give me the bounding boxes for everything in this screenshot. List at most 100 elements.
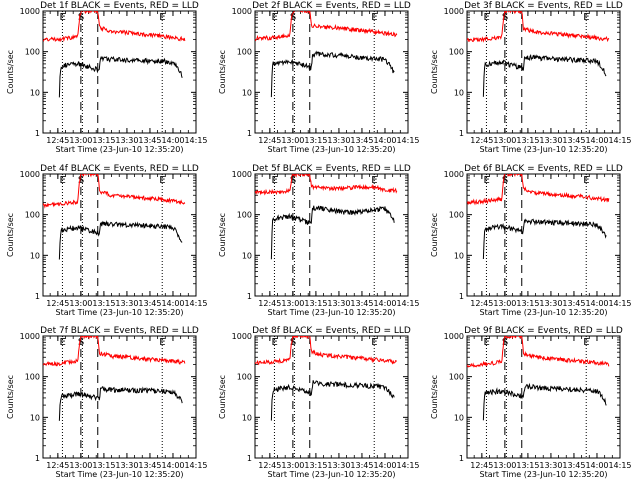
x-tick-label: 14:00 (161, 461, 184, 470)
x-tick-label: 14:15 (184, 299, 207, 308)
marker-label-S: S (290, 175, 296, 186)
y-tick-label: 10 (30, 88, 40, 97)
events-series-line (482, 54, 607, 97)
x-tick-label: 12:45 (258, 461, 281, 470)
marker-label-E: E (371, 175, 377, 186)
x-tick-label: 14:00 (373, 461, 396, 470)
y-tick-label: 1000 (232, 170, 252, 179)
x-tick-label: 13:45 (350, 299, 373, 308)
x-tick-label: 13:00 (493, 299, 516, 308)
x-axis-label: Start Time (23-Jun-10 12:35:20) (56, 145, 184, 154)
x-tick-label: 13:30 (327, 299, 350, 308)
x-tick-label: 12:45 (470, 461, 493, 470)
x-tick-label: 14:00 (373, 136, 396, 145)
x-tick-label: 14:00 (585, 461, 608, 470)
x-tick-label: 13:30 (539, 299, 562, 308)
y-tick-label: 1000 (20, 7, 40, 16)
x-tick-label: 14:00 (585, 299, 608, 308)
detector-panel-6: Det 6f BLACK = Events, RED = LLD Counts/s… (430, 164, 632, 317)
marker-label-E: E (271, 12, 277, 23)
y-tick-label: 100 (25, 48, 40, 57)
x-tick-label: 13:15 (92, 461, 115, 470)
y-tick-label: 100 (449, 48, 464, 57)
marker-label-E: E (159, 175, 165, 186)
x-tick-label: 13:45 (138, 299, 161, 308)
y-tick-label: 1 (35, 129, 40, 138)
y-axis-label: Counts/sec (218, 375, 227, 419)
marker-label-S: S (290, 337, 296, 348)
marker-label-E: E (159, 12, 165, 23)
x-tick-label: 13:30 (327, 461, 350, 470)
y-tick-label: 100 (25, 211, 40, 220)
marker-label-E: E (271, 175, 277, 186)
marker-label-E: E (59, 175, 65, 186)
x-tick-label: 13:00 (69, 136, 92, 145)
detector-panel-9: Det 9f BLACK = Events, RED = LLD Counts/s… (430, 326, 632, 479)
y-tick-label: 1000 (232, 7, 252, 16)
x-tick-label: 13:15 (516, 136, 539, 145)
y-tick-label: 10 (30, 251, 40, 260)
detector-panel-1: Det 1f BLACK = Events, RED = LLD Counts/s… (6, 1, 208, 154)
marker-label-E: E (59, 12, 65, 23)
x-axis-label: Start Time (23-Jun-10 12:35:20) (56, 470, 184, 479)
y-tick-label: 1000 (444, 7, 464, 16)
y-tick-label: 10 (30, 413, 40, 422)
x-tick-label: 13:00 (493, 136, 516, 145)
y-axis-label: Counts/sec (6, 213, 15, 257)
y-tick-label: 100 (449, 373, 464, 382)
marker-label-E: E (483, 12, 489, 23)
x-tick-label: 13:45 (562, 461, 585, 470)
y-axis-label: Counts/sec (430, 375, 439, 419)
x-tick-label: 13:45 (562, 136, 585, 145)
y-tick-label: 100 (25, 373, 40, 382)
lld-series-line (43, 174, 186, 209)
y-axis-label: Counts/sec (218, 213, 227, 257)
x-axis-label: Start Time (23-Jun-10 12:35:20) (480, 308, 608, 317)
x-tick-label: 13:30 (327, 136, 350, 145)
x-tick-label: 13:15 (304, 461, 327, 470)
lld-series-line (467, 336, 610, 368)
x-tick-label: 13:00 (281, 136, 304, 145)
panel-title: Det 2f BLACK = Events, RED = LLD (252, 1, 411, 11)
x-tick-label: 13:30 (115, 299, 138, 308)
y-axis-label: Counts/sec (6, 50, 15, 94)
detector-panel-8: Det 8f BLACK = Events, RED = LLD Counts/s… (218, 326, 420, 479)
panel-title: Det 8f BLACK = Events, RED = LLD (252, 326, 411, 336)
marker-label-E: E (159, 337, 165, 348)
events-series-line (58, 386, 183, 421)
x-tick-label: 13:45 (350, 461, 373, 470)
x-tick-label: 13:45 (350, 136, 373, 145)
marker-label-S: S (502, 175, 508, 186)
y-tick-label: 1000 (20, 332, 40, 341)
y-tick-label: 10 (454, 88, 464, 97)
x-tick-label: 13:15 (92, 136, 115, 145)
x-axis-label: Start Time (23-Jun-10 12:35:20) (480, 470, 608, 479)
y-tick-label: 100 (449, 211, 464, 220)
y-tick-label: 10 (454, 413, 464, 422)
x-tick-label: 14:15 (184, 136, 207, 145)
x-tick-label: 12:45 (470, 299, 493, 308)
x-tick-label: 13:30 (539, 136, 562, 145)
x-tick-label: 14:15 (396, 136, 419, 145)
y-axis-label: Counts/sec (430, 213, 439, 257)
marker-label-S: S (78, 12, 84, 23)
x-tick-label: 14:15 (396, 299, 419, 308)
x-tick-label: 13:15 (92, 299, 115, 308)
events-series-line (270, 50, 395, 98)
x-tick-label: 13:45 (138, 136, 161, 145)
events-series-line (482, 218, 607, 260)
x-axis-label: Start Time (23-Jun-10 12:35:20) (268, 145, 396, 154)
detector-panel-2: Det 2f BLACK = Events, RED = LLD Counts/s… (218, 1, 420, 154)
y-tick-label: 1000 (444, 170, 464, 179)
marker-label-S: S (290, 12, 296, 23)
y-tick-label: 1 (459, 292, 464, 301)
detector-panel-3: Det 3f BLACK = Events, RED = LLD Counts/s… (430, 1, 632, 154)
x-tick-label: 13:30 (115, 461, 138, 470)
y-tick-label: 10 (242, 251, 252, 260)
lld-series-line (255, 336, 398, 366)
panel-title: Det 7f BLACK = Events, RED = LLD (40, 326, 199, 336)
panel-title: Det 6f BLACK = Events, RED = LLD (464, 164, 623, 174)
x-tick-label: 14:15 (608, 299, 631, 308)
x-tick-label: 13:00 (281, 461, 304, 470)
events-series-line (58, 220, 183, 260)
